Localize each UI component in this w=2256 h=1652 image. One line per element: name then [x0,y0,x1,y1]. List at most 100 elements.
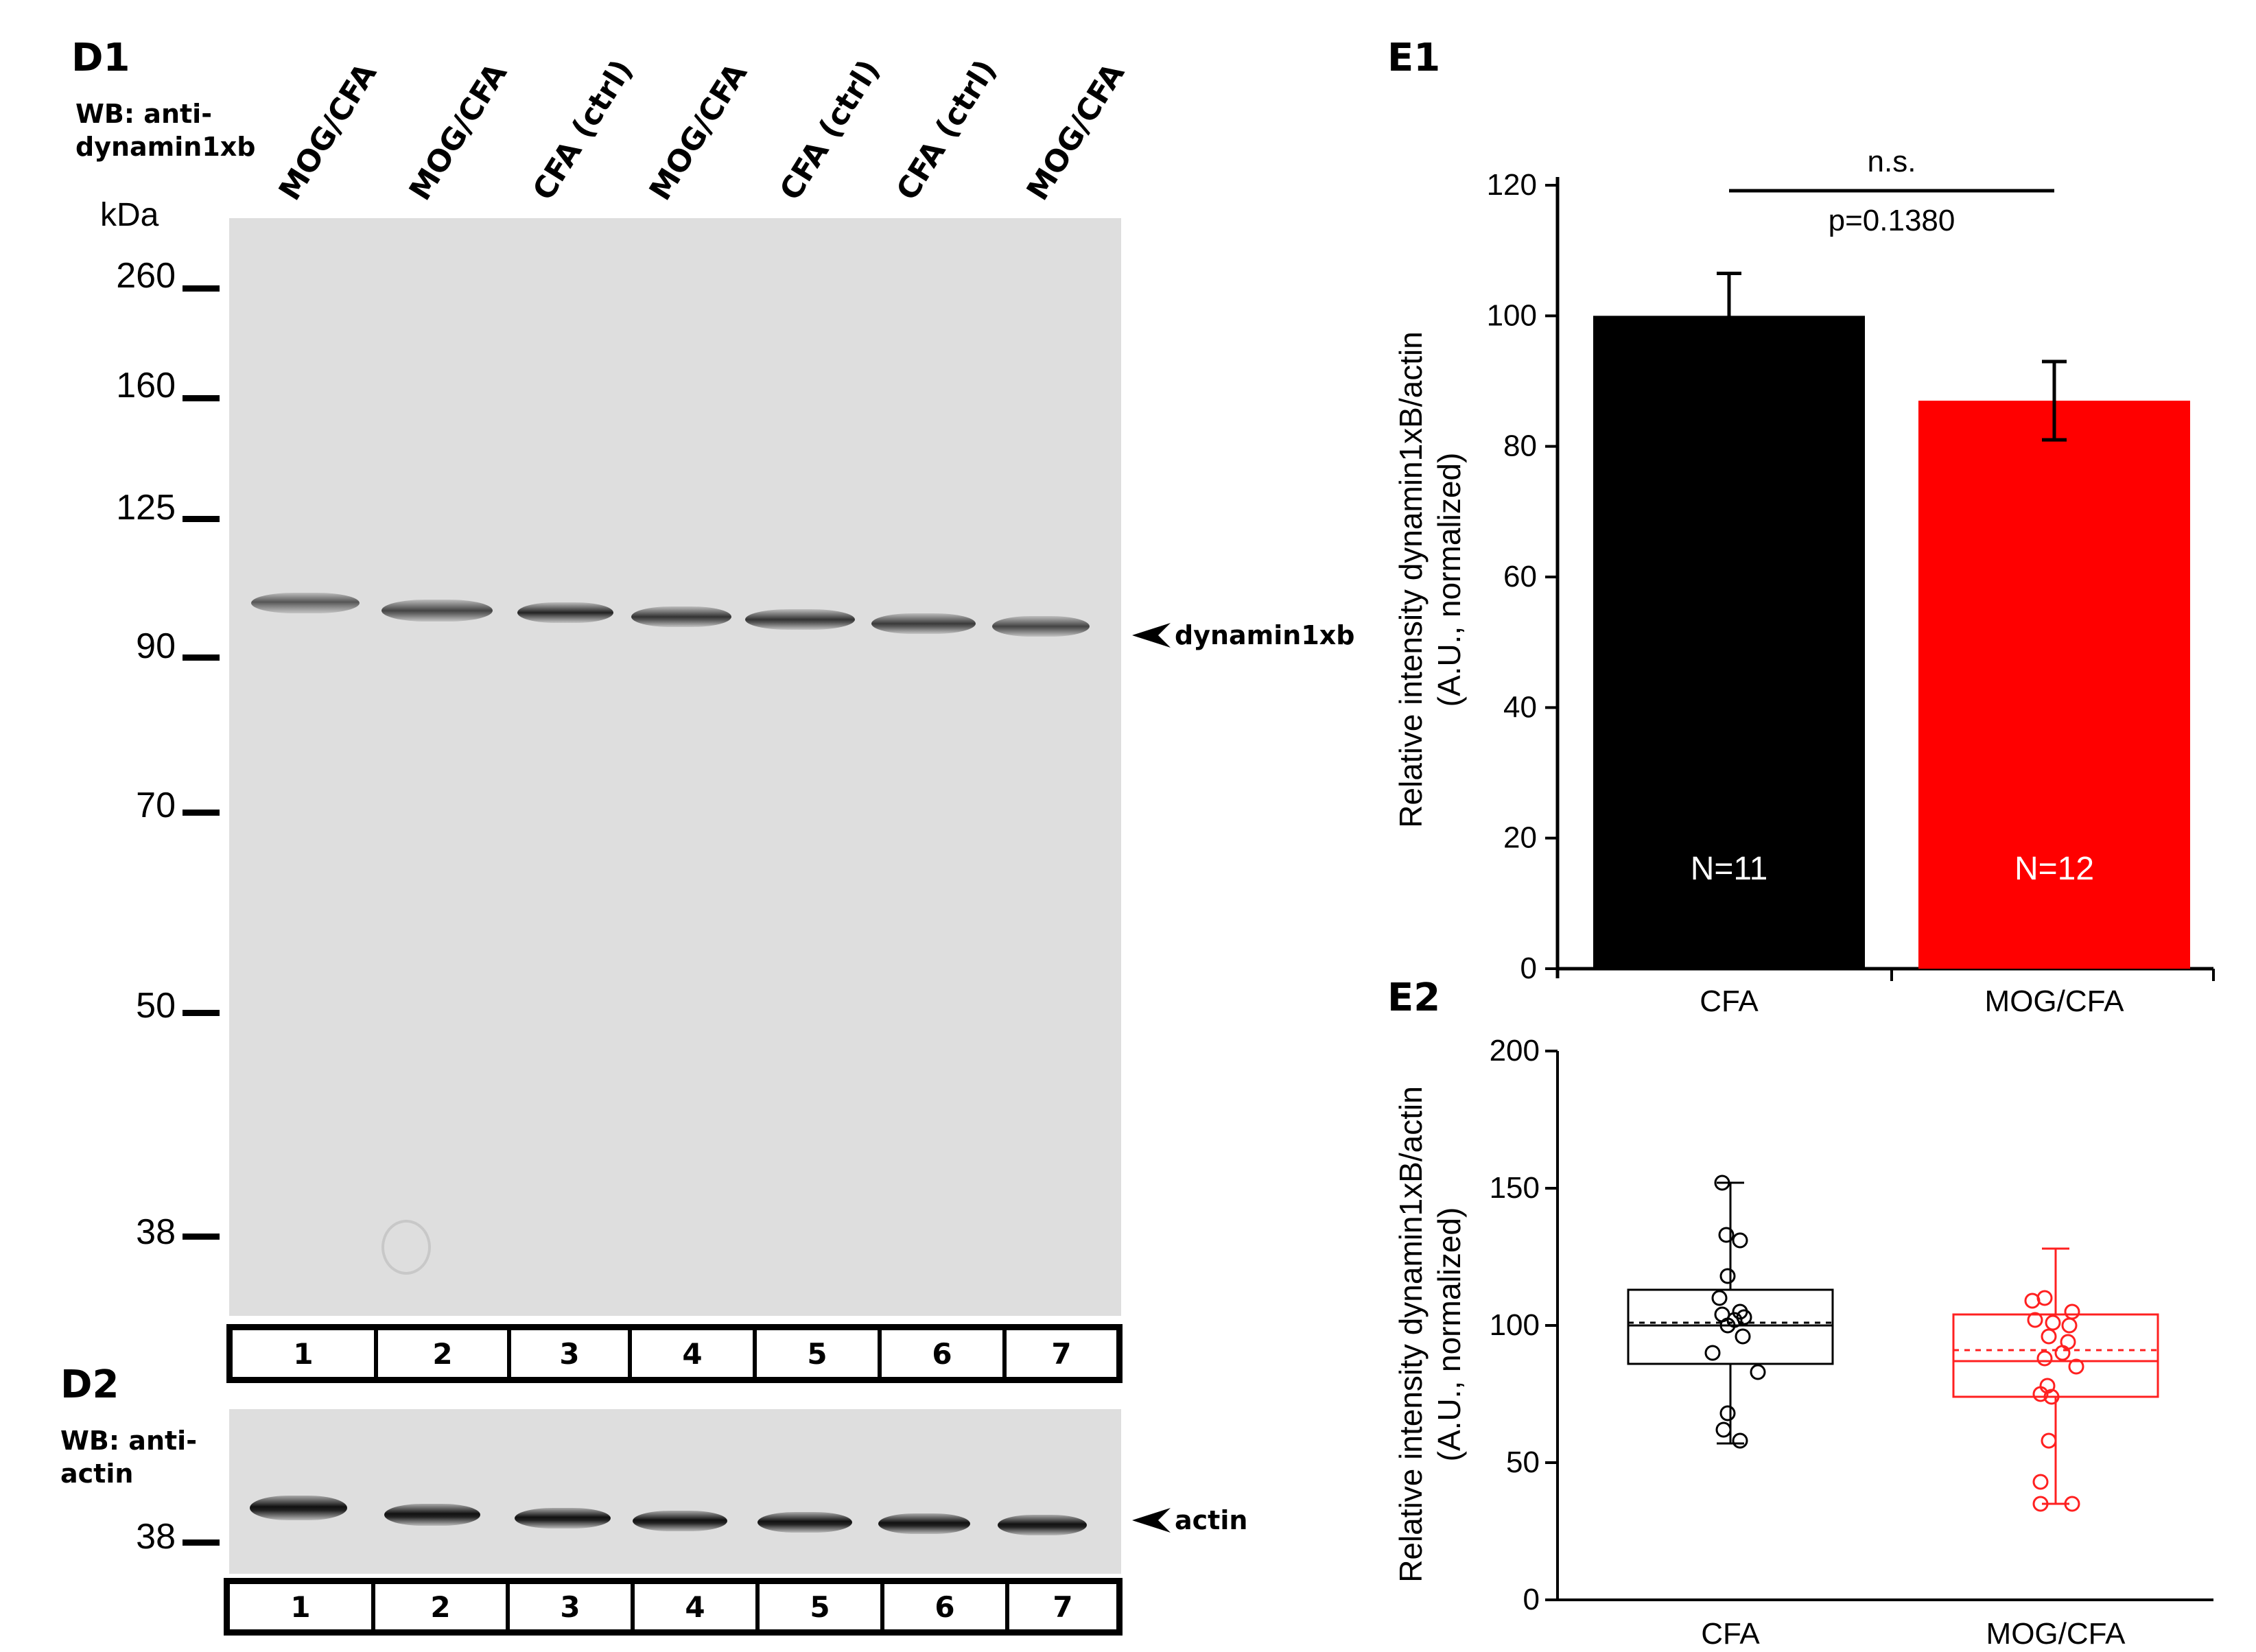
e2-data-point [2041,1328,2057,1345]
e2-box-plot: 0 50 100 150 200 CFA MOG/CFA Relative intensity… [1393,1034,2213,1651]
band-lane-4 [631,606,731,627]
mw-tick-260 [183,285,220,292]
e2-y-label-line2: (A.U., normalized) [1431,1207,1467,1462]
e2-y-label-line1: Relative intensity dynamin1xB/actin [1393,1086,1429,1583]
panel-e1-label: E1 [1387,36,1441,80]
actin-band-lane-5 [757,1512,852,1533]
e2-y-tick-label: 150 [1490,1171,1540,1205]
band-lane-5 [745,609,855,630]
e2-y-axis-title: Relative intensity dynamin1xB/actin (A.U.… [1393,1086,1467,1583]
e1-y-tick-label: 0 [1520,952,1537,985]
d1-wb-line1: WB: anti- [75,99,212,129]
band-lane-2 [381,600,493,622]
d1-lane-number: 6 [882,1330,1007,1377]
band-lane-7 [992,616,1090,637]
e2-data-point [2064,1303,2080,1320]
e2-data-point [2068,1358,2084,1375]
lane-label-5: CFA (ctrl) [773,54,887,206]
e2-data-point [2032,1496,2049,1512]
e2-y-tick-label: 200 [1490,1034,1540,1067]
e2-data-point [1711,1290,1728,1306]
e1-x-tick-label: CFA [1700,984,1759,1018]
panel-d1-label: D1 [71,36,130,80]
e1-bar-chart: 0 20 40 60 80 100 120 N=11 CFA N=12 MOG/CFA n.s. p=0… [1393,145,2215,1018]
lane-label-2: MOG/CFA [402,57,515,207]
e2-data-point [1704,1345,1721,1361]
band-lane-1 [251,593,360,613]
western-blot-actin [229,1409,1121,1574]
d2-lane-number-row: 1 2 3 4 5 6 7 [224,1578,1123,1636]
mw-tick-90 [183,654,220,661]
mw-tick-50 [183,1010,220,1016]
e2-data-point [1732,1232,1748,1249]
kda-label: kDa [100,197,159,233]
actin-band-lane-7 [998,1515,1087,1535]
mw-tick-38 [183,1234,220,1240]
lane-label-6: CFA (ctrl) [889,54,1004,206]
mw-marker-260: 260 [116,256,176,296]
mw-tick-70 [183,810,220,816]
e2-data-point [2024,1293,2041,1309]
d2-wb-line2: actin [60,1459,134,1489]
e1-y-tick-label: 120 [1487,168,1537,202]
e1-x-tick-label: MOG/CFA [1985,984,2125,1018]
e1-n-label: N=11 [1691,851,1768,887]
e2-data-point [2061,1317,2078,1334]
western-blot-dynamin [229,218,1121,1316]
e1-y-tick-label: 60 [1503,560,1537,593]
e1-bar [1918,401,2190,969]
lane-label-1: MOG/CFA [272,57,384,207]
e1-y-axis-title: Relative intensity dynamin1xB/actin (A.U.… [1393,331,1467,828]
dynamin-band-label: dynamin1xb [1175,620,1355,650]
e1-y-tick-label: 40 [1503,690,1537,724]
d1-wb-label: WB: anti- dynamin1xb [75,97,256,163]
e1-y-tick-label: 80 [1503,429,1537,463]
mw-marker-70: 70 [136,786,176,825]
e2-data-point [1732,1432,1748,1449]
e2-box [1627,1288,1834,1365]
e2-data-point [1719,1268,1736,1284]
actin-band-lane-1 [250,1496,347,1520]
band-lane-6 [871,613,976,634]
e2-data-point [1715,1421,1732,1438]
mw-tick-125 [183,516,220,522]
d2-mw-tick-38 [183,1539,220,1546]
d2-lane-number: 4 [635,1584,760,1629]
d2-lane-number: 1 [230,1584,375,1629]
actin-band-label: actin [1175,1505,1248,1535]
e2-y-tick-label: 50 [1506,1446,1540,1479]
d2-wb-label: WB: anti- actin [60,1424,197,1490]
lane-label-4: MOG/CFA [642,57,755,207]
e2-y-tick-label: 100 [1490,1308,1540,1342]
e2-data-point [1719,1405,1736,1421]
e1-significance-label: n.s. [1868,145,1916,178]
d2-mw-marker-38: 38 [136,1517,176,1557]
actin-band-lane-4 [633,1511,727,1531]
mw-marker-38: 38 [136,1212,176,1252]
d1-lane-number-row: 1 2 3 4 5 6 7 [226,1324,1123,1383]
band-lane-3 [517,602,613,623]
e1-y-tick-label: 100 [1487,298,1537,332]
d2-lane-number: 5 [760,1584,884,1629]
d1-lane-number: 7 [1051,1336,1072,1371]
e2-data-point [2043,1389,2060,1405]
lane-label-3: CFA (ctrl) [526,54,640,206]
lane-label-7: MOG/CFA [1020,57,1132,207]
blot-artifact [381,1220,431,1275]
panel-e2-label: E2 [1387,976,1441,1020]
e2-data-point [2064,1496,2080,1512]
mw-marker-160: 160 [116,366,176,405]
d2-lane-number: 7 [1053,1590,1073,1624]
d2-lane-number: 2 [375,1584,510,1629]
e1-y-label-line1: Relative intensity dynamin1xB/actin [1393,331,1429,828]
e1-y-label-line2: (A.U., normalized) [1431,453,1467,707]
mw-tick-160 [183,395,220,401]
e2-data-point [2027,1312,2043,1328]
e2-data-point [2036,1350,2053,1367]
actin-band-lane-2 [384,1504,480,1526]
e2-data-point [1736,1309,1752,1325]
d1-lane-number: 5 [757,1330,882,1377]
e2-x-tick-label: MOG/CFA [1986,1617,2126,1651]
e2-x-tick-label: CFA [1701,1617,1760,1651]
e1-n-label: N=12 [2014,851,2094,887]
